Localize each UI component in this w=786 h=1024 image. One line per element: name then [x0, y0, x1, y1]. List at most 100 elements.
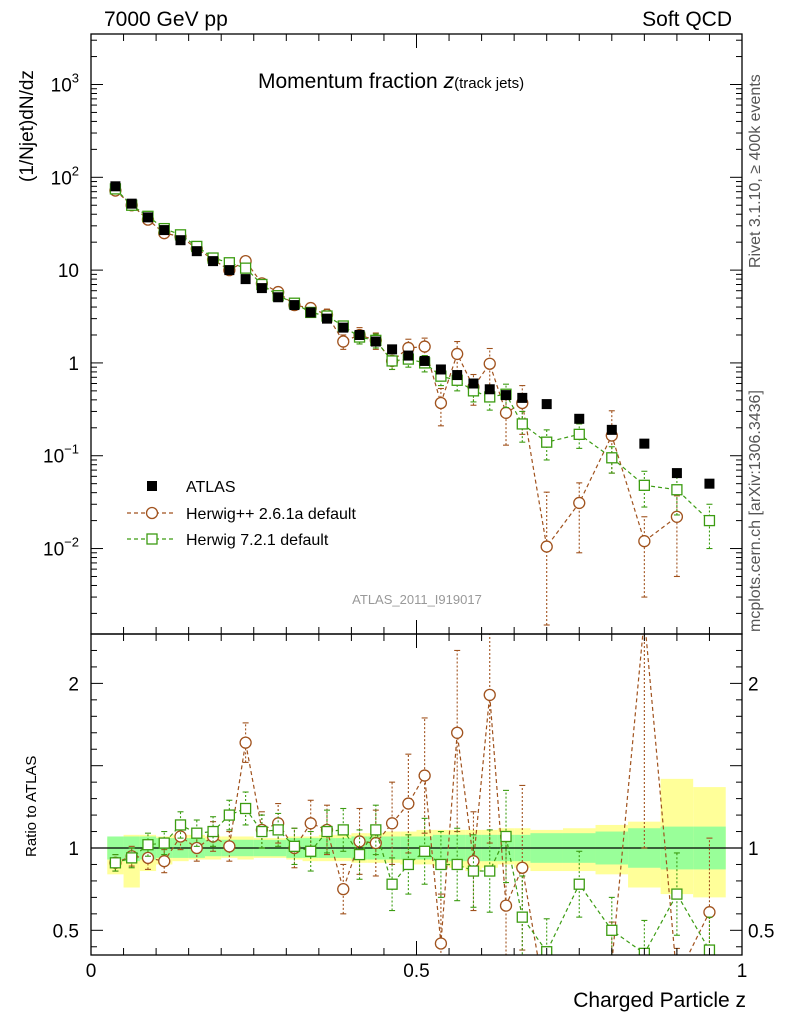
ratio-y-tick-label-right: 1 — [748, 839, 759, 860]
plot-title-main: Momentum fraction — [258, 70, 444, 93]
herwig7-ratio-marker — [256, 825, 268, 838]
herwigpp-ratio-marker — [703, 906, 716, 919]
y-axis-label-main: (1/Njet)dN/dz — [17, 70, 38, 182]
main-data-layer — [109, 181, 716, 626]
herwigpp-main-marker — [540, 540, 553, 553]
herwig7-ratio-marker — [484, 865, 496, 877]
herwig7-ratio-marker — [288, 840, 301, 853]
herwig7-ratio-marker — [467, 865, 480, 877]
herwig7-main-marker — [516, 418, 528, 430]
herwig7-ratio-marker — [402, 858, 415, 871]
atlas-data-point — [501, 390, 512, 401]
atlas-data-point — [240, 274, 251, 285]
main-y-tick-label: 10 — [58, 261, 79, 282]
atlas-data-point — [175, 235, 186, 246]
herwig7-main-marker — [541, 436, 553, 448]
atlas-data-point — [142, 212, 153, 223]
axis-ticks — [90, 34, 743, 955]
herwig7-ratio-marker — [386, 878, 398, 890]
ratio-data-layer — [109, 634, 716, 1013]
herwig7-main-line — [114, 188, 710, 522]
legend-herwigpp-label: Herwig++ 2.6.1a default — [186, 506, 356, 523]
atlas-data-point — [273, 292, 284, 303]
tick-base: 10 — [51, 75, 72, 96]
atlas-data-point — [541, 399, 552, 410]
herwigpp-ratio-marker — [141, 851, 155, 865]
herwig7-ratio-marker — [370, 824, 382, 836]
herwig7-ratio-marker — [573, 878, 585, 890]
herwigpp-ratio-marker — [385, 817, 399, 830]
tick-base: 10 — [51, 168, 72, 189]
herwig7-ratio-marker — [158, 837, 170, 849]
herwigpp-ratio-marker — [304, 817, 317, 830]
plot-title-var: z — [443, 70, 455, 93]
atlas-data-point — [305, 307, 316, 318]
atlas-data-point — [468, 378, 479, 389]
herwig7-ratio-marker — [500, 830, 512, 843]
herwigpp-ratio-marker — [337, 883, 350, 896]
atlas-data-point — [484, 384, 495, 395]
herwig7-ratio-marker — [109, 857, 122, 869]
herwig7-ratio-marker — [435, 858, 447, 871]
atlas-data-point — [419, 355, 430, 366]
atlas-data-point — [321, 313, 332, 324]
ratio-y-tick-label: 0.5 — [53, 921, 79, 942]
atlas-data-point — [704, 478, 715, 489]
atlas-data-point — [289, 300, 300, 311]
tick-exponent: 2 — [72, 163, 79, 178]
atlas-data-point — [671, 468, 682, 479]
herwigpp-main-marker — [434, 396, 448, 410]
atlas-data-point — [256, 283, 267, 294]
herwig7-main-marker — [573, 428, 585, 440]
atlas-data-point — [338, 322, 349, 333]
herwigpp-ratio-marker — [483, 688, 496, 702]
herwig7-main-marker — [638, 479, 650, 491]
herwigpp-ratio-marker — [541, 1002, 552, 1013]
atlas-data-point — [606, 424, 617, 435]
atlas-data-point — [452, 370, 463, 381]
main-y-tick-label: 1 — [68, 354, 79, 375]
herwig7-ratio-marker — [451, 858, 463, 871]
atlas-data-point — [208, 256, 219, 267]
legend-entry-herwigpp: Herwig++ 2.6.1a default — [127, 506, 356, 523]
herwig7-main-marker — [671, 484, 683, 496]
x-axis-label: Charged Particle z — [573, 989, 746, 1012]
herwigpp-ratio-marker — [451, 726, 464, 739]
atlas-data-point — [387, 344, 398, 355]
x-tick-label: 1 — [737, 961, 748, 982]
herwig7-ratio-marker — [418, 845, 431, 857]
herwig7-ratio-marker — [191, 827, 203, 839]
herwig7-ratio-marker — [337, 824, 349, 836]
x-tick-label: 0.5 — [403, 961, 429, 982]
herwigpp-ratio-marker — [402, 797, 415, 810]
herwig7-ratio-marker — [174, 819, 187, 831]
herwig7-main-marker — [386, 355, 398, 367]
legend-herwigpp-marker — [145, 506, 159, 520]
herwigpp-ratio-marker — [190, 841, 203, 855]
x-tick-label: 0 — [86, 961, 97, 982]
atlas-data-point — [126, 198, 137, 209]
main-y-tick-label: 102 — [51, 163, 79, 189]
herwigpp-main-marker — [451, 347, 464, 361]
herwig7-ratio-marker — [671, 888, 683, 900]
y-axis-label-ratio: Ratio to ATLAS — [23, 756, 40, 857]
herwig7-ratio-marker — [239, 802, 252, 815]
ratio-y-tick-label-right: 2 — [748, 674, 759, 695]
herwigpp-ratio-marker — [418, 769, 431, 782]
atlas-data-point — [224, 265, 235, 276]
legend-herwig7-label: Herwig 7.2.1 default — [186, 532, 329, 549]
herwig7-ratio-marker — [142, 839, 154, 851]
tick-base: 10 — [43, 540, 64, 561]
herwigpp-ratio-marker — [516, 861, 529, 874]
herwig7-ratio-marker — [223, 809, 235, 821]
tick-exponent: −2 — [64, 535, 79, 550]
legend-entry-atlas: ATLAS — [147, 479, 236, 496]
herwigpp-ratio-marker — [499, 899, 513, 912]
tick-base: 1 — [68, 354, 79, 375]
analysis-watermark: ATLAS_2011_I919017 — [352, 592, 482, 607]
herwigpp-ratio-marker — [223, 840, 236, 853]
herwig7-ratio-marker — [272, 824, 284, 836]
ratio-y-tick-label-right: 0.5 — [748, 921, 774, 942]
tick-base: 10 — [43, 447, 64, 468]
tick-base: 10 — [58, 261, 79, 282]
